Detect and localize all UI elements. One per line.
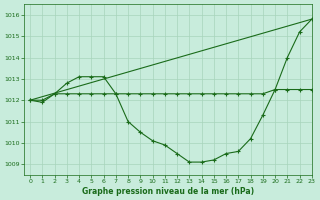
X-axis label: Graphe pression niveau de la mer (hPa): Graphe pression niveau de la mer (hPa) xyxy=(82,187,254,196)
